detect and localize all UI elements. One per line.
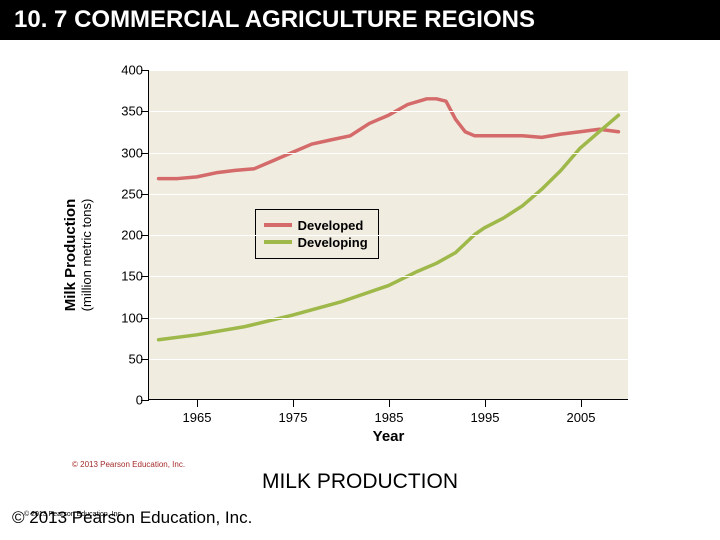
legend-swatch — [264, 223, 292, 227]
series-line-developing — [159, 115, 619, 340]
y-tick-label: 250 — [109, 186, 143, 201]
slide-title: COMMERCIAL AGRICULTURE REGIONS — [74, 6, 535, 33]
x-tick-label: 1965 — [183, 410, 212, 425]
x-tick-label: 2005 — [567, 410, 596, 425]
gridline-h — [149, 194, 628, 195]
gridline-h — [149, 359, 628, 360]
x-tick — [581, 399, 582, 407]
gridline-h — [149, 276, 628, 277]
y-tick-label: 0 — [109, 393, 143, 408]
x-axis-title: Year — [373, 428, 405, 445]
legend: Developed Developing — [255, 209, 379, 259]
y-tick-label: 400 — [109, 63, 143, 78]
y-tick-label: 200 — [109, 228, 143, 243]
y-axis-title: Milk Production (million metric tons) — [62, 199, 94, 312]
copyright-chart: © 2013 Pearson Education, Inc. — [72, 460, 185, 469]
y-tick-label: 50 — [109, 351, 143, 366]
legend-label: Developed — [298, 218, 364, 233]
x-tick — [485, 399, 486, 407]
x-tick — [389, 399, 390, 407]
slide-header: 10. 7 COMMERCIAL AGRICULTURE REGIONS — [0, 0, 720, 40]
gridline-h — [149, 111, 628, 112]
y-tick-label: 350 — [109, 104, 143, 119]
section-number: 10. 7 — [14, 6, 67, 33]
x-tick-label: 1975 — [279, 410, 308, 425]
legend-label: Developing — [298, 235, 368, 250]
legend-item: Developing — [264, 235, 368, 250]
gridline-h — [149, 70, 628, 71]
y-axis-title-sub: (million metric tons) — [79, 199, 94, 312]
y-tick-label: 100 — [109, 310, 143, 325]
x-tick-label: 1985 — [375, 410, 404, 425]
x-tick — [293, 399, 294, 407]
milk-production-chart: Milk Production (million metric tons) De… — [70, 55, 660, 455]
chart-subtitle: MILK PRODUCTION — [0, 470, 720, 494]
copyright-footer: © 2013 Pearson Education, Inc. — [12, 508, 252, 528]
y-axis-title-main: Milk Production — [62, 199, 79, 312]
gridline-h — [149, 235, 628, 236]
gridline-h — [149, 153, 628, 154]
plot-area: DevelopedDeveloping Year 050100150200250… — [148, 70, 628, 400]
gridline-h — [149, 318, 628, 319]
legend-item: Developed — [264, 218, 368, 233]
y-tick-label: 300 — [109, 145, 143, 160]
x-tick — [197, 399, 198, 407]
x-tick-label: 1995 — [471, 410, 500, 425]
y-tick-label: 150 — [109, 269, 143, 284]
legend-swatch — [264, 240, 292, 244]
